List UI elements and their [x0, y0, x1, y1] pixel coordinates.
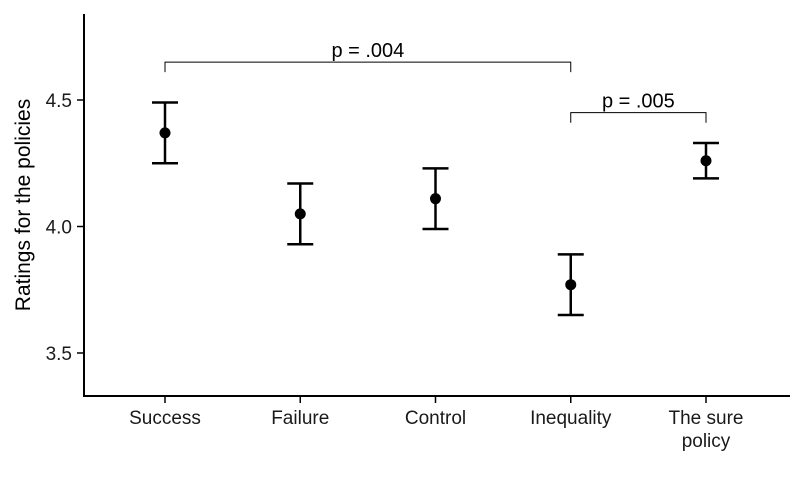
data-point — [700, 155, 712, 167]
significance-label: p = .005 — [602, 91, 675, 113]
significance-label: p = .004 — [331, 40, 404, 62]
data-marks — [152, 101, 719, 317]
significance-bracket — [164, 61, 572, 73]
data-point — [159, 127, 171, 139]
x-tick-label: Control — [405, 408, 466, 429]
y-tick-label: 4.5 — [46, 91, 72, 112]
data-point — [430, 193, 441, 205]
y-tick-label: 3.5 — [46, 344, 72, 365]
significance-bracket — [570, 112, 707, 123]
y-tick-label: 4.0 — [46, 218, 72, 239]
axes: Ratings for the policies — [12, 14, 790, 397]
y-axis-label: Ratings for the policies — [12, 99, 35, 311]
x-tick-label: Inequality — [530, 408, 612, 429]
data-point — [565, 279, 577, 291]
x-tick-label: Failure — [271, 408, 329, 429]
annotations: p = .004 p = .005 — [164, 40, 707, 123]
x-tick-label: Success — [129, 408, 201, 429]
ticks: 3.5 4.0 4.5 Success Failure Control Inequality… — [46, 91, 744, 452]
x-tick-label: The sure policy — [669, 408, 744, 452]
data-point — [294, 208, 306, 220]
